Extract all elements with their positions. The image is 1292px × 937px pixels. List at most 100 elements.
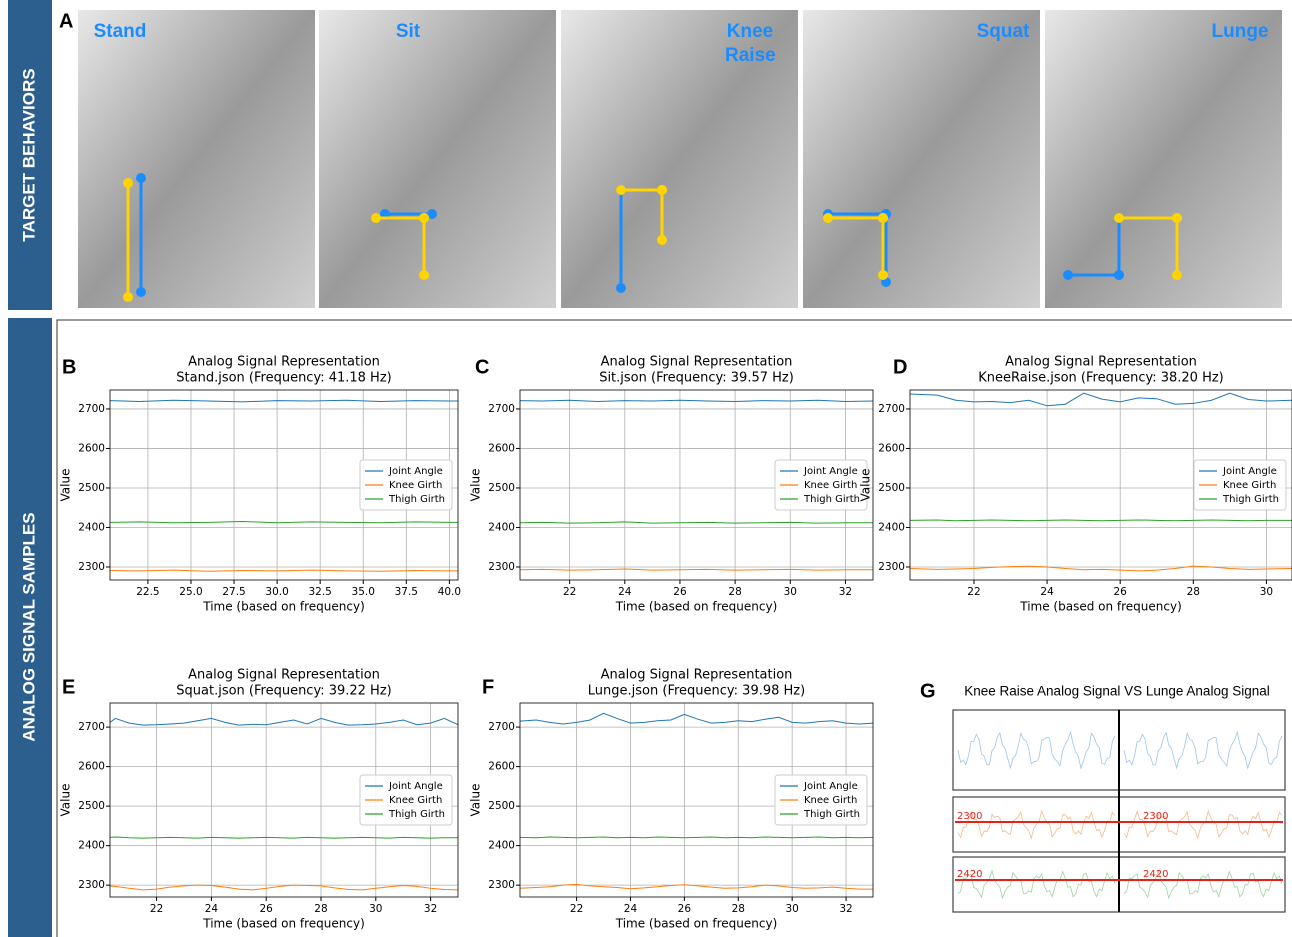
y-tick-label: 2400 xyxy=(878,521,905,533)
series-line xyxy=(110,400,458,402)
behavior-label: Stand xyxy=(80,20,160,44)
photo xyxy=(1045,10,1282,308)
x-tick-label: 32.5 xyxy=(308,586,331,598)
skeleton-joint xyxy=(1172,213,1182,223)
x-tick-label: 25.0 xyxy=(179,586,202,598)
x-tick-label: 40.0 xyxy=(438,586,461,598)
x-axis-label: Time (based on frequency) xyxy=(202,917,365,931)
panel-letter: C xyxy=(475,356,489,378)
series-line xyxy=(110,570,458,571)
x-tick-label: 28 xyxy=(314,903,327,915)
series-line xyxy=(520,837,873,838)
skeleton-joint xyxy=(371,213,381,223)
x-tick-label: 30 xyxy=(1260,586,1273,598)
panel-letter: G xyxy=(920,680,936,702)
skeleton-joint xyxy=(616,185,626,195)
y-tick-label: 2300 xyxy=(878,561,905,573)
y-tick-label: 2500 xyxy=(78,800,105,812)
skeleton-joint xyxy=(419,270,429,280)
y-tick-label: 2600 xyxy=(78,442,105,454)
series-line xyxy=(910,393,1292,406)
chart-subtitle: Squat.json (Frequency: 39.22 Hz) xyxy=(176,684,391,699)
y-tick-label: 2300 xyxy=(488,879,515,891)
y-axis-label: Value xyxy=(469,784,483,817)
photo xyxy=(803,10,1040,308)
skeleton-joint xyxy=(419,213,429,223)
skeleton-joint xyxy=(1114,213,1124,223)
panel-letter: A xyxy=(59,10,73,32)
x-tick-label: 35.0 xyxy=(352,586,375,598)
x-axis-label: Time (based on frequency) xyxy=(1019,600,1182,614)
skeleton-joint xyxy=(123,178,133,188)
panel-letter: D xyxy=(893,356,907,378)
chart-title: Analog Signal Representation xyxy=(188,355,380,370)
series-line xyxy=(110,718,458,725)
y-tick-label: 2500 xyxy=(78,482,105,494)
legend-label: Joint Angle xyxy=(803,781,858,792)
x-tick-label: 22 xyxy=(967,586,980,598)
x-tick-label: 30 xyxy=(784,586,797,598)
chart-subtitle: Sit.json (Frequency: 39.57 Hz) xyxy=(599,371,794,386)
y-tick-label: 2500 xyxy=(878,482,905,494)
chart-title: Analog Signal Representation xyxy=(601,355,793,370)
y-tick-label: 2400 xyxy=(488,521,515,533)
skeleton-joint xyxy=(1172,270,1182,280)
y-tick-label: 2700 xyxy=(488,403,515,415)
x-tick-label: 30 xyxy=(369,903,382,915)
legend-label: Thigh Girth xyxy=(388,809,445,820)
panel-letter: E xyxy=(62,676,75,698)
skeleton-joint xyxy=(878,270,888,280)
series-line xyxy=(520,713,873,724)
series-line xyxy=(110,885,458,890)
legend-label: Knee Girth xyxy=(1223,480,1276,491)
section-title: ANALOG SIGNAL SAMPLES xyxy=(19,512,38,741)
x-tick-label: 26 xyxy=(260,903,274,915)
x-tick-label: 24 xyxy=(624,903,638,915)
x-tick-label: 26 xyxy=(678,903,692,915)
photo xyxy=(78,10,315,308)
section-title: TARGET BEHAVIORS xyxy=(19,68,38,241)
x-tick-label: 22 xyxy=(570,903,583,915)
chart-title: Analog Signal Representation xyxy=(601,668,793,683)
figure: TARGET BEHAVIORS ANALOG SIGNAL SAMPLES A… xyxy=(0,0,1292,937)
x-tick-label: 24 xyxy=(1040,586,1054,598)
x-tick-label: 24 xyxy=(618,586,632,598)
legend-label: Knee Girth xyxy=(804,795,857,806)
y-tick-label: 2700 xyxy=(78,721,105,733)
legend-label: Thigh Girth xyxy=(388,494,445,505)
x-tick-label: 37.5 xyxy=(395,586,418,598)
legend-label: Knee Girth xyxy=(389,480,442,491)
series-line xyxy=(520,569,873,570)
y-tick-label: 2700 xyxy=(488,721,515,733)
chart-subtitle: KneeRaise.json (Frequency: 38.20 Hz) xyxy=(978,371,1224,386)
x-tick-label: 32 xyxy=(839,586,852,598)
behavior-label: Sit xyxy=(368,20,448,44)
legend-label: Thigh Girth xyxy=(1222,494,1279,505)
behavior-label: Knee Raise xyxy=(725,20,775,68)
y-tick-label: 2400 xyxy=(78,521,105,533)
skeleton-joint xyxy=(657,235,667,245)
x-tick-label: 22 xyxy=(150,903,163,915)
x-tick-label: 32 xyxy=(839,903,852,915)
reference-label: 2300 xyxy=(1143,811,1168,822)
chart-subtitle: Lunge.json (Frequency: 39.98 Hz) xyxy=(588,684,805,699)
x-tick-label: 22.5 xyxy=(136,586,159,598)
chart-title: Analog Signal Representation xyxy=(1005,355,1197,370)
chart-title: Analog Signal Representation xyxy=(188,668,380,683)
y-tick-label: 2600 xyxy=(878,442,905,454)
y-tick-label: 2600 xyxy=(488,442,515,454)
y-tick-label: 2600 xyxy=(488,761,515,773)
legend-label: Thigh Girth xyxy=(803,809,860,820)
x-tick-label: 26 xyxy=(1114,586,1128,598)
figure-canvas: TARGET BEHAVIORS ANALOG SIGNAL SAMPLES A… xyxy=(0,0,1292,937)
legend-label: Joint Angle xyxy=(388,466,443,477)
y-axis-label: Value xyxy=(859,469,873,502)
x-tick-label: 24 xyxy=(205,903,219,915)
skeleton-joint xyxy=(136,173,146,183)
x-tick-label: 30 xyxy=(785,903,798,915)
x-tick-label: 28 xyxy=(1187,586,1200,598)
skeleton-joint xyxy=(123,292,133,302)
y-tick-label: 2300 xyxy=(488,561,515,573)
y-tick-label: 2700 xyxy=(78,403,105,415)
x-axis-label: Time (based on frequency) xyxy=(202,600,365,614)
